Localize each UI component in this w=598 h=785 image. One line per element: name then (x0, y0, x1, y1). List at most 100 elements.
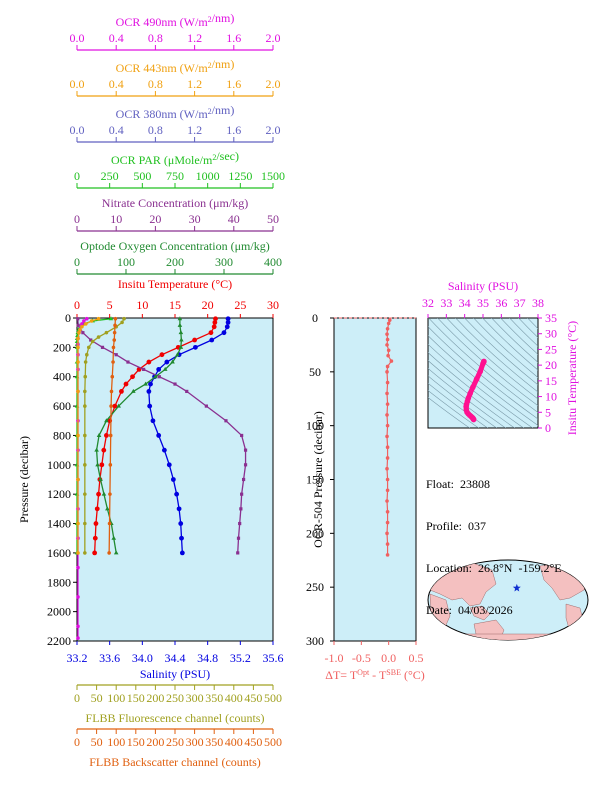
point-sal (150, 418, 156, 424)
density-contour-line (428, 343, 534, 428)
point-ocr490 (76, 636, 80, 640)
axis-title-nitrate: Nitrate Concentration (μm/kg) (102, 196, 248, 210)
point-temp (213, 316, 218, 322)
point-bbp (109, 389, 114, 394)
point-temp (211, 324, 217, 330)
point-ocr443 (80, 325, 84, 329)
tick-label-sal: 34.4 (165, 651, 186, 665)
tick-label-ts-sal: 35 (477, 296, 489, 310)
point-delta-t (385, 477, 390, 482)
point-sal (179, 535, 184, 541)
point-delta-t (385, 380, 390, 385)
tick-label-nitrate: 50 (267, 212, 279, 226)
point-sal (156, 433, 162, 438)
map-land-antarctica (429, 633, 588, 640)
point-delta-t (385, 466, 389, 471)
tick-label-ocr-pressure: 250 (306, 580, 324, 594)
point-delta-t (386, 321, 391, 326)
point-fluor (83, 404, 87, 408)
point-delta-t (385, 520, 390, 525)
tick-label-ocr380: 0.0 (70, 123, 85, 137)
density-contour-line (446, 318, 538, 400)
tick-label-ocrpar: 1250 (228, 169, 252, 183)
point-temp (112, 403, 118, 409)
point-sal (166, 462, 172, 468)
tick-label-fluor: 100 (107, 691, 125, 705)
tick-label-pressure: 600 (53, 399, 71, 413)
series-bbp (107, 316, 118, 555)
tick-label-fluor: 200 (146, 691, 164, 705)
tick-label-oxygen: 300 (215, 255, 233, 269)
density-contour-line (428, 335, 538, 426)
point-sal (147, 403, 153, 409)
point-nitrate (236, 536, 241, 540)
point-nitrate (76, 317, 80, 321)
tick-label-pressure: 1800 (47, 575, 71, 589)
tick-label-ocr490: 0.0 (70, 31, 85, 45)
point-ocr490 (76, 624, 80, 629)
density-contour-line (428, 352, 525, 428)
density-contour-line (464, 318, 538, 386)
point-oxygen (98, 477, 103, 481)
point-oxygen (162, 366, 168, 371)
point-oxygen (104, 418, 109, 423)
series-line-oxygen (95, 318, 183, 554)
point-nitrate (204, 404, 208, 408)
tick-label-pressure: 1400 (47, 517, 71, 531)
tick-label-oxygen: 100 (117, 255, 135, 269)
point-ts (477, 368, 484, 375)
tick-label-ocrpar: 0 (74, 169, 80, 183)
point-temp (92, 535, 98, 541)
tick-label-ts-temp: 25 (545, 342, 557, 356)
point-sal (221, 330, 227, 336)
point-delta-t (385, 413, 389, 417)
tick-label-oxygen: 400 (264, 255, 282, 269)
tick-label-nitrate: 30 (189, 212, 201, 226)
point-fluor (86, 345, 91, 350)
point-sal (224, 324, 230, 330)
density-contour-line (428, 367, 507, 428)
point-delta-t (385, 499, 389, 503)
point-temp (99, 462, 105, 468)
tick-label-delta-t: 0.0 (381, 651, 396, 665)
density-contour-line (509, 318, 538, 347)
point-sal (225, 320, 231, 325)
point-sal (174, 491, 180, 497)
tick-label-fluor: 500 (264, 691, 282, 705)
tick-label-fluor: 300 (186, 691, 204, 705)
point-temp (101, 447, 107, 453)
tick-label-bbp: 0 (74, 735, 80, 749)
tick-label-bbp: 200 (146, 735, 164, 749)
point-temp (104, 433, 109, 438)
delta-t-plot-area (333, 317, 417, 642)
tick-label-pressure: 200 (53, 340, 71, 354)
tick-label-nitrate: 20 (149, 212, 161, 226)
tick-label-sal: 33.2 (67, 651, 88, 665)
tick-label-pressure: 1000 (47, 458, 71, 472)
point-sal (161, 447, 167, 453)
point-ocr490 (80, 322, 84, 326)
point-delta-t (389, 359, 394, 363)
point-ocr443 (76, 551, 80, 555)
density-contour-line (428, 375, 498, 428)
tick-label-pressure: 800 (53, 428, 71, 442)
density-contour-line (482, 318, 538, 371)
density-contour-line (428, 397, 471, 428)
tick-label-bbp: 450 (244, 735, 262, 749)
point-oxygen (101, 491, 107, 496)
point-ocr443 (84, 322, 88, 326)
tick-label-sal: 33.6 (99, 651, 120, 665)
point-temp (130, 374, 135, 380)
point-delta-t (385, 531, 389, 536)
point-sal (170, 477, 176, 482)
tick-label-pressure: 1200 (47, 487, 71, 501)
tick-label-ocr443: 1.6 (226, 77, 241, 91)
point-bbp (107, 551, 111, 555)
tick-label-fluor: 400 (225, 691, 243, 705)
point-sal (176, 506, 182, 512)
point-nitrate (240, 433, 244, 438)
tick-label-ocr443: 2.0 (266, 77, 281, 91)
point-fluor (83, 433, 87, 438)
tick-label-delta-t: -0.5 (352, 651, 371, 665)
